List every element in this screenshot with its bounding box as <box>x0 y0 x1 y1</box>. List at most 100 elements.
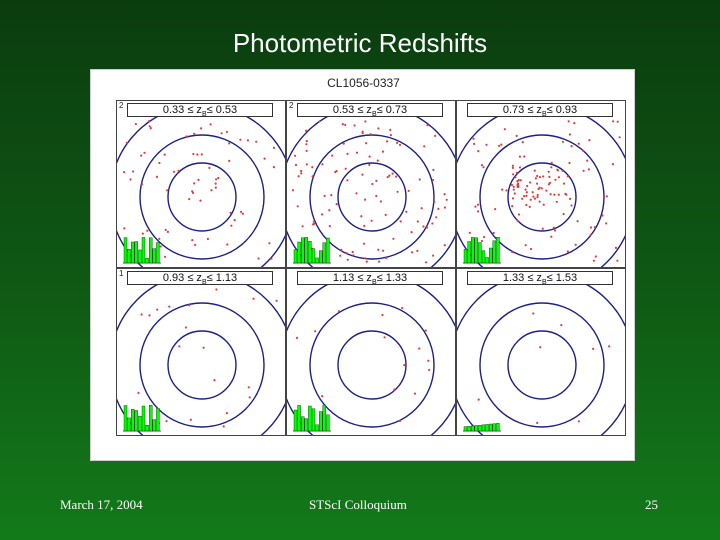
galaxy-point <box>517 213 521 216</box>
galaxy-point <box>386 176 389 179</box>
galaxy-point <box>398 419 401 423</box>
histogram-bar <box>138 416 142 432</box>
galaxy-point <box>392 237 395 240</box>
galaxy-point <box>427 359 430 362</box>
panel-6: 1.33 ≤ zB≤ 1.53 <box>456 268 626 436</box>
galaxy-point <box>537 187 540 191</box>
radius-ring-2 <box>479 302 605 428</box>
galaxy-point <box>577 420 580 423</box>
galaxy-point <box>594 255 597 258</box>
galaxy-point <box>431 222 434 225</box>
histogram-bar <box>322 242 326 264</box>
galaxy-point <box>611 163 615 166</box>
galaxy-point <box>550 161 553 164</box>
galaxy-point <box>534 177 537 180</box>
galaxy-point <box>395 175 398 178</box>
galaxy-point <box>524 244 527 247</box>
galaxy-point <box>384 256 388 260</box>
z-symbol: ≤ zB≤ <box>184 272 216 287</box>
redshift-range-label: 1.13 ≤ zB≤ 1.33 <box>297 271 443 286</box>
galaxy-point <box>552 226 555 229</box>
galaxy-point <box>538 176 541 179</box>
galaxy-point <box>255 140 258 143</box>
galaxy-point <box>432 254 435 257</box>
galaxy-point <box>528 205 531 208</box>
histogram-bar <box>141 237 146 264</box>
galaxy-point <box>423 145 426 148</box>
galaxy-point <box>555 200 558 203</box>
galaxy-point <box>515 134 518 137</box>
galaxy-point <box>296 205 299 208</box>
histogram-bar <box>304 418 308 432</box>
galaxy-point <box>146 229 149 232</box>
galaxy-point <box>532 195 535 198</box>
galaxy-point <box>263 157 266 160</box>
galaxy-point <box>548 175 551 178</box>
galaxy-point <box>542 203 545 206</box>
galaxy-point <box>202 346 205 349</box>
galaxy-point <box>472 137 475 140</box>
galaxy-point <box>541 227 544 230</box>
galaxy-point <box>272 166 275 169</box>
histogram-bar <box>130 241 135 264</box>
panel-corner-label: 1 <box>119 269 124 278</box>
histogram-bar <box>149 237 153 264</box>
galaxy-point <box>346 179 349 182</box>
galaxy-point <box>492 231 495 235</box>
galaxy-point <box>511 205 514 208</box>
histogram-bar <box>474 425 478 432</box>
galaxy-point <box>382 249 385 252</box>
histogram-bar <box>297 405 301 432</box>
galaxy-point <box>582 169 585 172</box>
galaxy-point <box>363 224 366 227</box>
galaxy-point <box>369 133 372 136</box>
galaxy-point <box>177 169 180 172</box>
galaxy-point <box>213 379 216 382</box>
galaxy-point <box>365 260 368 263</box>
galaxy-point <box>398 143 402 146</box>
galaxy-point <box>480 239 483 243</box>
galaxy-point <box>225 412 228 415</box>
galaxy-point <box>217 176 220 180</box>
galaxy-point <box>222 425 225 428</box>
galaxy-point <box>588 139 591 142</box>
galaxy-point <box>431 178 435 182</box>
histogram-bar <box>127 249 131 264</box>
z-symbol: ≤ zB≤ <box>184 104 216 119</box>
galaxy-point <box>574 243 577 246</box>
galaxy-point <box>547 170 550 173</box>
galaxy-point <box>305 129 308 132</box>
histogram-bar <box>492 423 496 432</box>
galaxy-point <box>524 188 527 191</box>
galaxy-point <box>561 140 565 143</box>
galaxy-point <box>565 193 568 196</box>
galaxy-point <box>156 308 159 311</box>
galaxy-point <box>388 174 391 177</box>
galaxy-point <box>346 152 349 155</box>
histogram-bar <box>300 237 305 264</box>
galaxy-point <box>297 175 300 178</box>
galaxy-point <box>589 226 593 229</box>
histogram-bar <box>308 405 312 432</box>
cluster-name: CL1056-0337 <box>327 76 400 90</box>
galaxy-point <box>220 132 223 135</box>
histogram-bar <box>470 237 475 264</box>
galaxy-point <box>480 164 483 167</box>
galaxy-point <box>525 194 528 197</box>
galaxy-point <box>593 226 597 229</box>
galaxy-point <box>432 168 435 171</box>
sky-plot <box>457 272 625 435</box>
z-upper: 0.53 <box>215 104 238 116</box>
galaxy-point <box>468 231 471 234</box>
galaxy-point <box>587 168 590 171</box>
galaxy-point <box>384 213 387 216</box>
galaxy-point <box>214 182 217 185</box>
galaxy-point <box>208 166 211 169</box>
galaxy-point <box>378 260 381 263</box>
galaxy-point <box>396 190 399 193</box>
galaxy-point <box>381 313 384 317</box>
histogram-bar <box>485 424 489 432</box>
galaxy-point <box>536 196 539 199</box>
galaxy-point <box>301 225 304 228</box>
galaxy-point <box>200 153 203 156</box>
